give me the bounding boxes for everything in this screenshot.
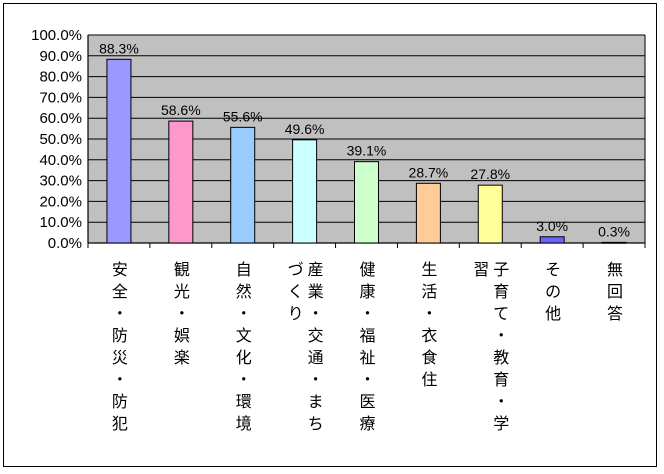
data-labels: 88.3% 58.6% 55.6% 49.6% 39.1% 28.7% 27.8% 3.0% 0…	[99, 40, 630, 239]
y-tick-label: 80.0%	[39, 69, 82, 86]
data-label: 27.8%	[470, 166, 510, 182]
bar	[168, 120, 194, 244]
data-label: 28.7%	[409, 164, 449, 180]
bar	[477, 184, 503, 244]
y-tick-label: 50.0%	[39, 131, 82, 148]
y-tick-label: 60.0%	[39, 110, 82, 127]
bar	[230, 126, 256, 244]
y-tick-label: 0.0%	[48, 235, 82, 252]
data-label: 3.0%	[536, 218, 568, 234]
y-tick-label: 70.0%	[39, 89, 82, 106]
bar	[354, 161, 379, 244]
category-label: その他	[545, 260, 561, 323]
y-tick-label: 30.0%	[39, 173, 82, 190]
category-label: 安全・防災・防犯	[112, 260, 128, 433]
category-label: 観光・娯楽	[174, 260, 190, 367]
y-axis-ticks: 0.0% 10.0% 20.0% 30.0% 40.0% 50.0% 60.0% 70.0% 8…	[31, 27, 82, 252]
category-label: 自然・文化・環境	[236, 260, 252, 433]
y-tick-label: 90.0%	[39, 48, 82, 65]
bar	[415, 182, 441, 244]
bar	[292, 139, 318, 244]
data-label: 39.1%	[347, 143, 387, 159]
y-tick-label: 40.0%	[39, 152, 82, 169]
category-label: 産業・交通・まちづくり	[288, 260, 324, 433]
y-tick-label: 10.0%	[39, 214, 82, 231]
bar	[106, 58, 132, 244]
y-tick-label: 100.0%	[31, 27, 82, 44]
data-label: 55.6%	[223, 108, 263, 124]
category-label: 健康・福祉・医療	[359, 260, 375, 433]
data-label: 49.6%	[285, 121, 325, 137]
data-label: 88.3%	[99, 40, 139, 56]
y-tick-label: 20.0%	[39, 193, 82, 210]
data-label: 58.6%	[161, 102, 201, 118]
category-labels: 安全・防災・防犯 観光・娯楽 自然・文化・環境 産業・交通・まちづくり 健康・福祉・医療…	[112, 260, 623, 433]
data-label: 0.3%	[598, 223, 630, 239]
bar	[539, 236, 565, 244]
category-label: 生活・衣食住	[421, 260, 437, 389]
bar	[601, 241, 627, 244]
category-label: 子育て・教育・学習	[473, 260, 509, 433]
bars	[106, 58, 627, 244]
category-label: 無回答	[607, 260, 623, 323]
